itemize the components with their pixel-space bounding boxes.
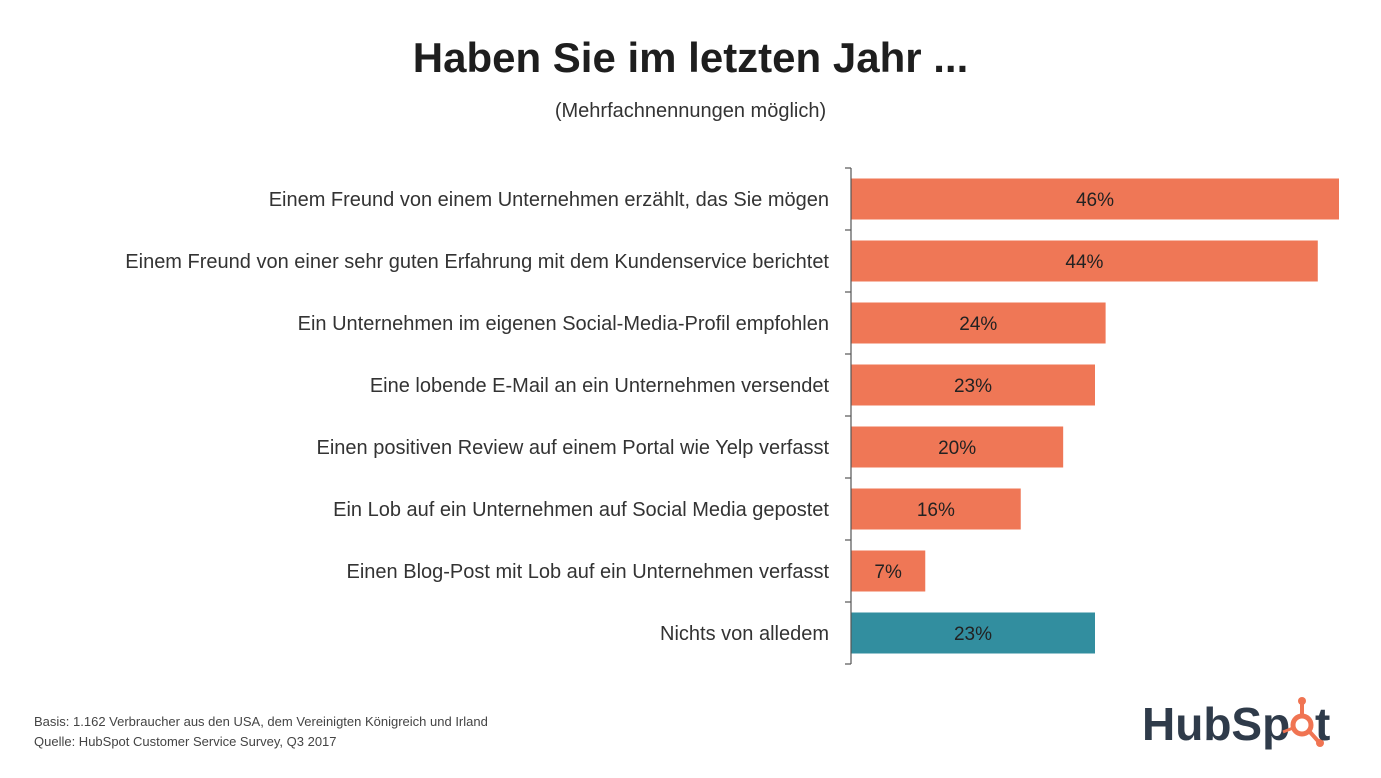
- category-label-2: Einem Freund von einer sehr guten Erfahr…: [125, 251, 829, 273]
- value-label-5: 20%: [938, 438, 976, 459]
- sprocket-icon: [1282, 697, 1324, 747]
- bar-2: [851, 240, 1318, 282]
- category-label-4: Eine lobende E-Mail an ein Unternehmen v…: [370, 375, 830, 397]
- category-label-6: Ein Lob auf ein Unternehmen auf Social M…: [333, 499, 829, 521]
- chart-title: Haben Sie im letzten Jahr ...: [412, 34, 969, 81]
- category-label-7: Einen Blog-Post mit Lob auf ein Unterneh…: [347, 561, 830, 583]
- bar-6: [851, 488, 1021, 530]
- bar-8: [851, 612, 1095, 654]
- value-label-7: 7%: [874, 562, 902, 583]
- category-label-3: Ein Unternehmen im eigenen Social-Media-…: [298, 313, 829, 335]
- source-note: Quelle: HubSpot Customer Service Survey,…: [34, 734, 337, 749]
- logo-wordmark-end: t: [1315, 698, 1330, 750]
- category-label-1: Einem Freund von einem Unternehmen erzäh…: [269, 189, 829, 211]
- bar-1: [851, 178, 1339, 220]
- basis-note: Basis: 1.162 Verbraucher aus den USA, de…: [34, 714, 488, 729]
- hubspot-logo: HubSp t: [1142, 697, 1330, 750]
- bar-chart: 46% 44% 24% 23% 20% 16% 7% 23% Einem Freund von…: [125, 167, 1339, 665]
- chart-subtitle: (Mehrfachnennungen möglich): [554, 100, 827, 122]
- bar-5: [851, 426, 1064, 468]
- bar-3: [851, 302, 1106, 344]
- value-label-6: 16%: [917, 500, 955, 521]
- bar-7: [851, 550, 926, 592]
- value-label-8: 23%: [954, 624, 992, 645]
- category-label-5: Einen positiven Review auf einem Portal …: [317, 437, 830, 459]
- category-label-8: Nichts von alledem: [660, 623, 829, 645]
- value-label-3: 24%: [959, 314, 997, 335]
- logo-wordmark: HubSp: [1142, 698, 1290, 750]
- value-label-1: 46%: [1076, 190, 1114, 211]
- value-label-4: 23%: [954, 376, 992, 397]
- value-label-2: 44%: [1065, 252, 1103, 273]
- footnotes: Basis: 1.162 Verbraucher aus den USA, de…: [34, 712, 488, 752]
- bar-4: [851, 364, 1095, 406]
